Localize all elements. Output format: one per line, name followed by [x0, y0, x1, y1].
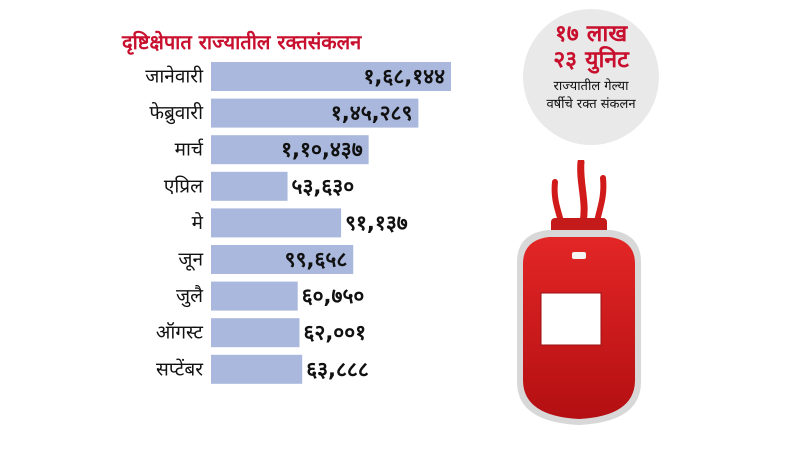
summary-total-line1: १७ लाख — [554, 21, 628, 47]
value-label: ५३,६३० — [292, 174, 355, 198]
value-label: १,४५,२८९ — [331, 101, 412, 125]
bar — [211, 245, 354, 274]
chart-title: दृष्टिक्षेपात राज्यातील रक्तसंकलन — [122, 30, 362, 54]
value-label: ६३,८८८ — [306, 357, 369, 381]
category-label: मार्च — [175, 138, 204, 161]
bar — [211, 98, 419, 128]
category-label: जुलै — [176, 284, 204, 308]
category-label: जून — [178, 249, 203, 272]
value-label: ९९,६५८ — [285, 248, 348, 272]
bar — [211, 318, 300, 348]
bar — [211, 135, 369, 165]
bar — [211, 171, 288, 201]
value-label: ६२,००१ — [303, 321, 366, 345]
value-label: १,६८,१४४ — [364, 65, 446, 89]
bar — [211, 208, 342, 238]
bar — [211, 281, 298, 311]
category-label: एप्रिल — [164, 174, 204, 197]
category-label: जानेवारी — [145, 65, 204, 88]
category-label: सप्टेंबर — [156, 357, 204, 380]
bar-chart: जानेवारी १,६८,१४४ फेब्रुवारी १,४५,२८९ मार्च १… — [145, 62, 451, 384]
blood-bag-icon — [517, 160, 641, 425]
category-label: ऑगस्ट — [156, 322, 204, 344]
category-label: फेब्रुवारी — [149, 101, 204, 125]
summary-caption-line1: राज्यातील गेल्या — [553, 79, 629, 94]
value-label: ९१,१३७ — [345, 211, 408, 235]
summary-total-line2: २३ युनिट — [553, 47, 629, 73]
bar — [211, 62, 451, 91]
category-label: मे — [192, 211, 204, 234]
value-label: १,१०,४३७ — [281, 138, 363, 162]
summary-caption-line2: वर्षीचे रक्त संकलन — [546, 97, 636, 112]
value-label: ६०,७५० — [302, 284, 365, 308]
summary-badge: १७ लाख २३ युनिट राज्यातील गेल्या वर्षीचे… — [523, 9, 659, 145]
bar — [211, 354, 303, 384]
